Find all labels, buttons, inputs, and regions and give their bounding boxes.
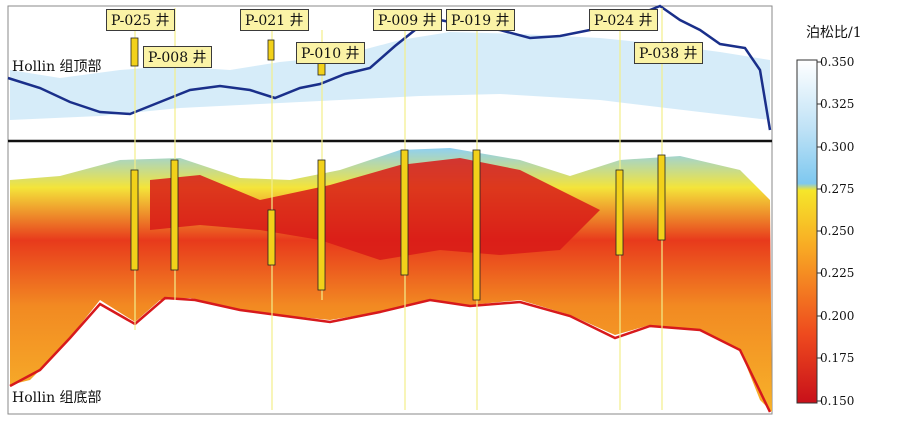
colorbar-tick-label: 0.175 bbox=[820, 351, 855, 365]
well-log-markers bbox=[130, 37, 666, 301]
colorbar-tick-label: 0.300 bbox=[820, 140, 855, 154]
colorbar-tick-label: 0.325 bbox=[820, 97, 855, 111]
well-label-p024: P-024 井 bbox=[589, 9, 658, 31]
colorbar bbox=[796, 59, 818, 404]
well-label-p021: P-021 井 bbox=[240, 9, 309, 31]
reservoir-core bbox=[150, 158, 600, 260]
well-label-p038: P-038 井 bbox=[634, 42, 703, 64]
colorbar-tick-label: 0.275 bbox=[820, 182, 855, 196]
colorbar-tick-label: 0.350 bbox=[820, 55, 855, 69]
well-label-p008: P-008 井 bbox=[143, 46, 212, 68]
horizon-bottom-label: Hollin 组底部 bbox=[12, 390, 102, 406]
hollin-bottom-horizon bbox=[9, 296, 772, 413]
well-label-p019: P-019 井 bbox=[446, 9, 515, 31]
colorbar-tick-label: 0.200 bbox=[820, 309, 855, 323]
colorbar-tick-label: 0.150 bbox=[820, 394, 855, 408]
colorbar-ticks bbox=[817, 61, 821, 402]
colorbar-title: 泊松比/1 bbox=[806, 25, 862, 41]
upper-blue-band bbox=[10, 32, 770, 120]
colorbar-tick-label: 0.225 bbox=[820, 266, 855, 280]
well-label-p009: P-009 井 bbox=[373, 9, 442, 31]
colorbar-tick-label: 0.250 bbox=[820, 224, 855, 238]
well-label-p025: P-025 井 bbox=[106, 9, 175, 31]
horizon-top-label: Hollin 组顶部 bbox=[12, 59, 102, 75]
well-label-p010: P-010 井 bbox=[296, 42, 365, 64]
